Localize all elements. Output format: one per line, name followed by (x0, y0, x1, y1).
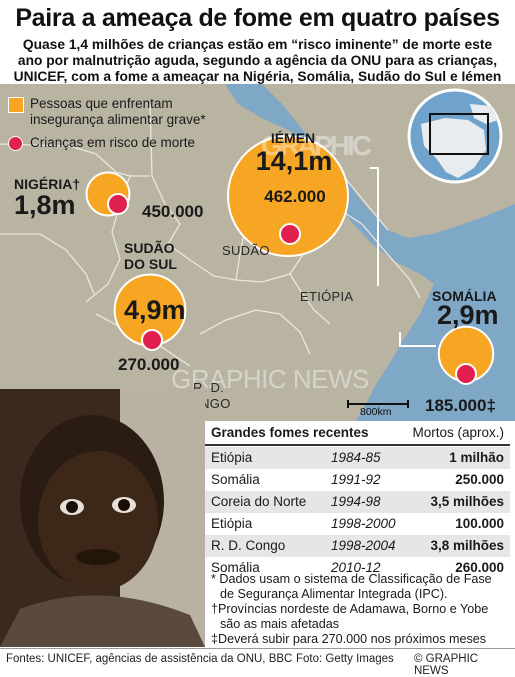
famine-deaths: 250.000 (455, 472, 504, 487)
nigeria-people: 1,8m (14, 190, 76, 220)
south-sudan-people: 4,9m (124, 295, 186, 325)
map-panel: Pessoas que enfrentam insegurança alimen… (0, 84, 515, 421)
somalia-children-dot (455, 363, 477, 385)
subtitle-line-1: Quase 1,4 milhões de crianças estão em “… (22, 37, 493, 52)
sudan-label: SUDÃO (222, 243, 270, 258)
famine-country: Etiópia (211, 516, 253, 531)
table-row: Etiópia 1984-85 1 milhão (205, 447, 510, 469)
famine-country: Somália (211, 560, 260, 575)
yemen-people: 14,1m (255, 146, 333, 176)
famine-country: Coreia do Norte (211, 494, 307, 509)
famine-country: R. D. Congo (211, 538, 286, 553)
famine-years: 1991-92 (331, 472, 381, 487)
nigeria-name: NIGÉRIA† (14, 176, 81, 192)
somalia-people: 2,9m (437, 300, 499, 330)
child-photo (0, 389, 205, 647)
globe-locator-box (429, 113, 489, 155)
famine-deaths: 1 milhão (449, 450, 504, 465)
subtitle-line-2: ano por malnutrição aguda, segundo a agê… (17, 53, 498, 68)
table-row: Coreia do Norte 1994-98 3,5 milhões (205, 491, 510, 513)
legend-children-risk-label: Crianças em risco de morte (30, 135, 196, 150)
south-sudan-name-2: DO SUL (124, 256, 177, 272)
famine-years: 1984-85 (331, 450, 381, 465)
ethiopia-label: ETIÓPIA (300, 289, 354, 304)
orange-swatch-icon (8, 97, 24, 113)
globe-inset (407, 88, 503, 184)
legend-food-insecure-label: Pessoas que enfrentam insegurança alimen… (30, 96, 206, 127)
famine-years: 1994-98 (331, 494, 381, 509)
note-nigeria-1: †Províncias nordeste de Adamawa, Borno e… (211, 602, 489, 616)
footer: Fontes: UNICEF, agências de assistência … (0, 648, 515, 677)
yemen-children: 462.000 (264, 187, 326, 206)
child-portrait-image (0, 389, 205, 647)
nigeria-children-dot (107, 193, 129, 215)
headline: Paira a ameaça de fome em quatro países (15, 4, 500, 32)
famine-deaths: 3,5 milhões (430, 494, 504, 509)
africa-landmass (0, 84, 434, 421)
famine-country: Etiópia (211, 450, 253, 465)
footnotes: * Dados usam o sistema de Classificação … (210, 572, 510, 647)
map-canvas (0, 84, 515, 421)
scale-bar (347, 400, 409, 408)
table-row: R. D. Congo 1998-2004 3,8 milhões (205, 535, 510, 557)
watermark-logo: GRAPHIC (260, 130, 372, 161)
red-dot-icon (8, 136, 23, 151)
famine-years: 1998-2000 (331, 516, 396, 531)
yemen-name: IÉMEN (270, 130, 316, 146)
bubble-layer (85, 135, 495, 385)
famine-years: 1998-2004 (331, 538, 396, 553)
south-sudan-name-1: SUDÃO (124, 240, 175, 256)
table-header: Grandes fomes recentes Mortos (aprox.) (205, 422, 510, 446)
scale-label: 800km (360, 406, 392, 418)
note-nigeria-2: são as mais afetadas (220, 617, 340, 631)
famine-deaths: 260.000 (455, 560, 504, 575)
table-row: Somália 2010-12 260.000 (205, 557, 510, 579)
table-header-title: Grandes fomes recentes (211, 425, 369, 440)
note-somalia: ‡Deverá subir para 270.000 nos próximos … (211, 632, 487, 646)
legend: Pessoas que enfrentam insegurança alimen… (8, 96, 238, 151)
yemen-leader-line (370, 167, 379, 286)
table-row: Etiópia 1998-2000 100.000 (205, 513, 510, 535)
somalia-children: 185.000‡ (425, 396, 496, 415)
famine-deaths: 100.000 (455, 516, 504, 531)
south-sudan-children: 270.000 (118, 355, 180, 374)
subtitle-line-3: UNICEF, com a fome a ameaçar na Nigéria,… (13, 69, 502, 84)
nigeria-children: 450.000 (142, 202, 204, 221)
footer-photo-credit: Foto: Getty Images (296, 653, 394, 665)
famine-country: Somália (211, 472, 260, 487)
south-sudan-children-dot (141, 329, 163, 351)
yemen-people-bubble (227, 135, 349, 257)
table-row: Somália 1991-92 250.000 (205, 469, 510, 491)
legend-food-insecure: Pessoas que enfrentam insegurança alimen… (8, 96, 238, 128)
famine-years: 2010-12 (331, 560, 381, 575)
somalia-leader-line (399, 332, 436, 347)
note-ipc-1: * Dados usam o sistema de Classificação … (211, 572, 492, 586)
yemen-children-dot (279, 223, 301, 245)
note-ipc-2: de Segurança Alimentar Integrada (IPC). (220, 587, 448, 601)
footer-sources: Fontes: UNICEF, agências de assistência … (6, 653, 293, 665)
somalia-name: SOMÁLIA (432, 288, 497, 304)
footer-copyright: © GRAPHIC NEWS (414, 653, 479, 677)
famine-deaths: 3,8 milhões (430, 538, 504, 553)
legend-children-risk: Crianças em risco de morte (8, 135, 238, 151)
table-header-deaths: Mortos (aprox.) (412, 425, 504, 440)
